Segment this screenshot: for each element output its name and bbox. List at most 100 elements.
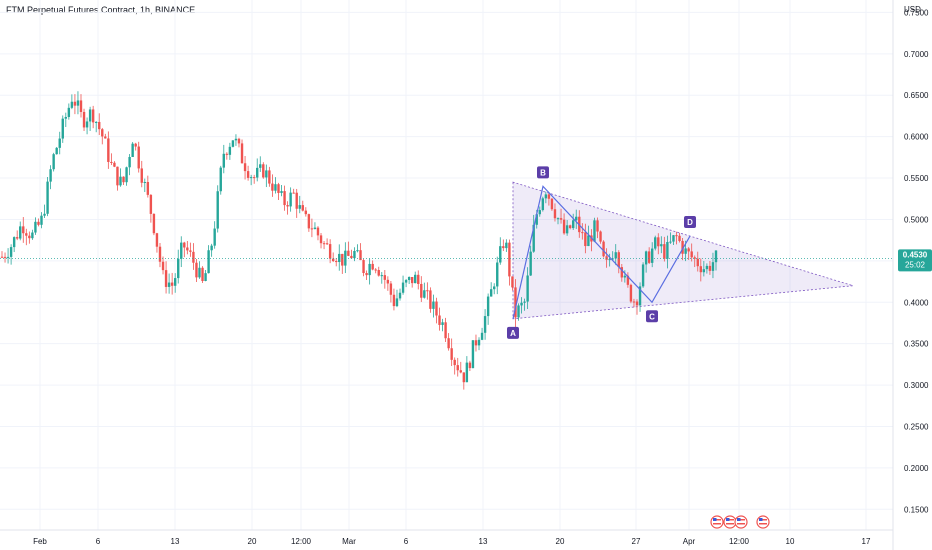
candle: [450, 338, 453, 367]
candle: [158, 242, 162, 268]
candle: [107, 131, 110, 169]
price-tick-label: 0.7000: [904, 50, 929, 59]
us-flag-icon[interactable]: [756, 515, 770, 529]
price-tick-label: 0.6000: [904, 133, 929, 142]
candle: [88, 106, 92, 131]
candle: [702, 260, 706, 277]
candle: [529, 245, 532, 276]
candle: [654, 235, 657, 251]
price-tick-label: 0.3500: [904, 340, 929, 349]
candle: [438, 307, 441, 331]
candle: [556, 217, 560, 225]
candle: [94, 121, 98, 133]
us-flag-icon[interactable]: [723, 515, 737, 529]
candle: [641, 262, 645, 288]
candle: [568, 224, 572, 230]
candle: [25, 228, 28, 246]
candle: [502, 239, 505, 252]
candle: [353, 247, 356, 262]
pattern-point-c[interactable]: C: [646, 310, 658, 323]
candle: [234, 134, 238, 146]
candle: [644, 250, 648, 273]
candle: [544, 191, 548, 204]
candles: [0, 91, 893, 390]
candle: [344, 242, 347, 274]
price-tick-label: 0.3000: [904, 381, 929, 390]
candle: [79, 94, 83, 118]
candle: [274, 177, 277, 194]
candle: [687, 247, 690, 260]
candle: [40, 212, 43, 229]
candle: [34, 217, 37, 235]
us-flag-icon[interactable]: [734, 515, 748, 529]
candle: [280, 185, 283, 197]
grid: [0, 0, 893, 530]
candle: [520, 297, 523, 314]
candle: [453, 357, 456, 375]
currency-label: USD: [904, 5, 921, 14]
pattern-point-b[interactable]: B: [537, 166, 549, 179]
candle: [602, 240, 605, 258]
price-tick-label: 0.5000: [904, 215, 929, 224]
candle: [657, 233, 660, 255]
candle: [626, 272, 630, 288]
candle: [480, 327, 484, 341]
candle: [55, 146, 58, 155]
svg-text:C: C: [649, 312, 655, 321]
candle: [365, 270, 368, 281]
candle: [471, 340, 475, 369]
candle: [532, 214, 535, 253]
candle: [489, 282, 493, 297]
candle: [635, 299, 639, 315]
candle: [371, 260, 374, 271]
price-tick-label: 0.2000: [904, 464, 929, 473]
candle: [3, 252, 7, 263]
candle: [177, 249, 180, 284]
candle: [575, 209, 578, 229]
candle: [678, 232, 681, 243]
candle: [380, 272, 383, 284]
candle: [584, 223, 587, 254]
candle: [383, 270, 387, 289]
candle: [426, 282, 429, 300]
candle: [547, 193, 551, 206]
candle: [465, 356, 469, 383]
candle: [58, 131, 61, 155]
candle: [711, 252, 715, 279]
candle: [265, 164, 268, 188]
candle: [283, 185, 286, 211]
candle: [441, 318, 444, 332]
candle: [672, 234, 675, 246]
chart-title: FTM Perpetual Futures Contract, 1h, BINA…: [6, 5, 196, 15]
time-tick-label: Mar: [342, 537, 356, 546]
current-price: 0.4530: [903, 250, 928, 259]
candle: [167, 273, 171, 294]
abcd-pattern: A B C D: [507, 166, 696, 339]
time-tick-label: 6: [96, 537, 101, 546]
candle: [101, 127, 104, 145]
candle: [705, 263, 709, 274]
pattern-point-a[interactable]: A: [507, 326, 519, 339]
candle: [186, 241, 189, 255]
time-tick-label: 17: [862, 537, 871, 546]
candle: [173, 273, 177, 293]
candle: [192, 243, 195, 270]
us-flag-icon[interactable]: [710, 515, 724, 529]
candle: [593, 217, 596, 243]
candle: [170, 272, 174, 295]
pattern-point-d[interactable]: D: [684, 216, 696, 229]
candle: [386, 276, 390, 291]
candle: [19, 221, 22, 241]
price-tick-label: 0.4000: [904, 298, 929, 307]
candle: [572, 213, 575, 231]
candle: [91, 105, 95, 129]
candle: [708, 261, 712, 275]
candle: [259, 156, 262, 172]
price-tick-label: 0.5500: [904, 174, 929, 183]
candle: [161, 256, 165, 275]
candle: [325, 238, 329, 246]
candle: [693, 255, 696, 268]
abcd-line[interactable]: [512, 185, 691, 319]
candle: [222, 144, 225, 174]
